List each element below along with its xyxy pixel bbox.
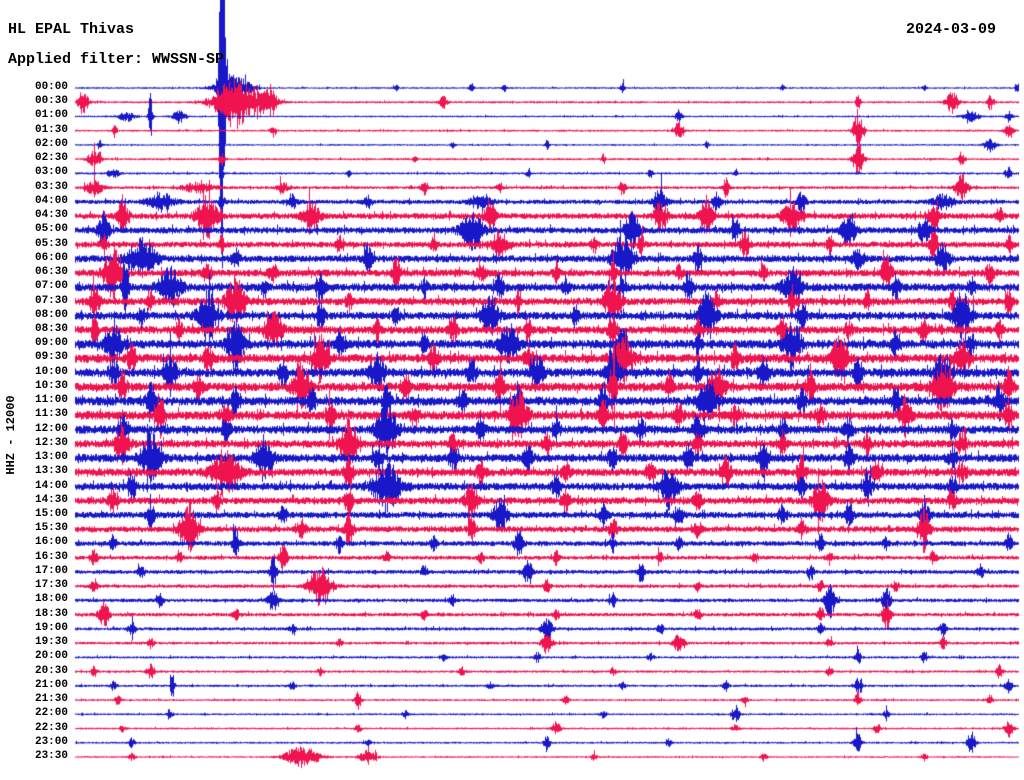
trace-time-label: 09:30 xyxy=(34,351,68,364)
trace-time-label: 03:30 xyxy=(34,180,68,193)
trace-time-label: 04:30 xyxy=(34,209,68,222)
trace-time-label: 22:30 xyxy=(34,721,68,734)
trace-time-label: 23:00 xyxy=(34,735,68,748)
trace-time-label: 14:30 xyxy=(34,493,68,506)
station-title: HL EPAL Thivas xyxy=(8,21,135,38)
trace-time-label: 00:30 xyxy=(34,95,68,108)
trace-time-label: 17:00 xyxy=(34,564,68,577)
trace-time-label: 16:30 xyxy=(34,550,68,563)
trace-time-label: 01:30 xyxy=(34,123,68,136)
trace-time-label: 02:30 xyxy=(34,152,68,165)
trace-time-label: 21:30 xyxy=(34,693,68,706)
trace-time-label: 08:30 xyxy=(34,322,68,335)
trace-time-label: 21:00 xyxy=(34,678,68,691)
trace-time-label: 04:00 xyxy=(34,194,68,207)
trace-time-label: 20:00 xyxy=(34,650,68,663)
trace-time-label: 16:00 xyxy=(34,536,68,549)
trace-time-label: 20:30 xyxy=(34,664,68,677)
trace-time-label: 15:30 xyxy=(34,522,68,535)
trace-time-label: 07:30 xyxy=(34,294,68,307)
trace-time-label: 10:00 xyxy=(34,365,68,378)
trace-time-label: 02:00 xyxy=(34,137,68,150)
trace-time-label: 08:00 xyxy=(34,308,68,321)
trace-time-label: 05:30 xyxy=(34,237,68,250)
trace-time-label: 22:00 xyxy=(34,707,68,720)
trace-time-label: 05:00 xyxy=(34,223,68,236)
trace-time-label: 14:00 xyxy=(34,479,68,492)
trace-time-label: 11:00 xyxy=(34,394,68,407)
trace-time-label: 18:30 xyxy=(34,607,68,620)
trace-time-label: 06:30 xyxy=(34,266,68,279)
plot-date: 2024-03-09 xyxy=(905,21,996,38)
trace-time-label: 12:30 xyxy=(34,436,68,449)
trace-time-label: 10:30 xyxy=(34,379,68,392)
trace-time-label: 09:00 xyxy=(34,337,68,350)
trace-time-label: 19:30 xyxy=(34,636,68,649)
trace-time-label: 13:00 xyxy=(34,451,68,464)
trace-time-label: 19:00 xyxy=(34,621,68,634)
trace-time-label: 23:30 xyxy=(34,749,68,762)
trace-time-label: 00:00 xyxy=(34,81,68,93)
trace-time-label: 11:30 xyxy=(34,408,68,421)
trace-time-label: 07:00 xyxy=(34,280,68,293)
trace-time-label: 17:30 xyxy=(34,579,68,592)
trace-time-label: 18:00 xyxy=(34,593,68,606)
applied-filter-label: Applied filter: WWSSN-SP xyxy=(8,51,225,68)
trace-time-label: 13:30 xyxy=(34,465,68,478)
trace-time-label: 12:00 xyxy=(34,422,68,435)
trace-time-label: 01:00 xyxy=(34,109,68,122)
trace-time-label: 15:00 xyxy=(34,508,68,521)
trace-time-label: 06:00 xyxy=(34,251,68,264)
trace-time-label: 03:00 xyxy=(34,166,68,179)
